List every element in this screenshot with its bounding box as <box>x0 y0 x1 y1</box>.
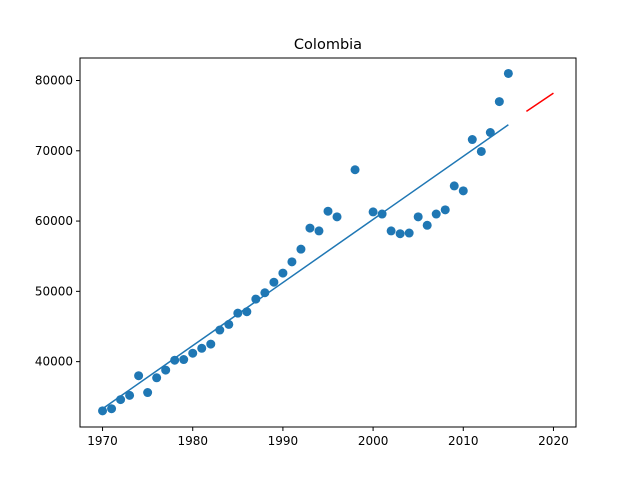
data-point <box>143 388 153 398</box>
y-tick-label: 60000 <box>35 214 73 228</box>
data-point <box>467 135 477 145</box>
data-point <box>251 294 261 304</box>
data-point <box>242 307 252 317</box>
x-tick-label: 1990 <box>268 434 299 448</box>
data-point <box>503 68 513 78</box>
data-point <box>152 373 162 383</box>
data-point <box>260 288 270 298</box>
x-axis: 1970 1980 1990 2000 2010 2020 <box>87 427 569 448</box>
x-tick-label: 1970 <box>87 434 118 448</box>
data-point <box>215 325 225 335</box>
y-tick-label: 70000 <box>35 144 73 158</box>
data-point <box>278 268 288 278</box>
y-tick-label: 80000 <box>35 73 73 87</box>
data-point <box>296 244 306 254</box>
data-point <box>431 209 441 219</box>
data-point <box>386 226 396 236</box>
data-point <box>476 146 486 156</box>
data-point <box>197 343 207 353</box>
data-point <box>134 371 144 381</box>
forecast-line <box>525 92 554 113</box>
y-tick-label: 40000 <box>35 355 73 369</box>
x-tick-label: 2010 <box>448 434 479 448</box>
data-point <box>107 404 117 414</box>
forecast-line-layer <box>525 92 554 113</box>
data-point <box>332 212 342 222</box>
data-point <box>323 206 333 216</box>
data-point <box>206 339 216 349</box>
data-point <box>368 207 378 217</box>
data-point <box>494 97 504 107</box>
data-point <box>233 308 243 318</box>
data-point <box>116 395 126 405</box>
data-point <box>305 223 315 233</box>
data-point <box>395 229 405 239</box>
data-point <box>224 319 234 329</box>
data-point <box>404 228 414 238</box>
plot-area-frame <box>79 57 577 428</box>
data-point <box>269 277 279 287</box>
data-point <box>350 165 360 175</box>
chart-title: Colombia <box>294 37 362 53</box>
y-tick-label: 50000 <box>35 284 73 298</box>
data-point <box>485 128 495 138</box>
data-point <box>422 220 432 230</box>
fit-line <box>102 124 509 410</box>
x-tick-label: 2020 <box>538 434 569 448</box>
data-point <box>188 348 198 358</box>
data-point <box>125 390 135 400</box>
data-point <box>98 406 108 416</box>
fit-line-layer <box>102 124 509 410</box>
data-points-layer <box>98 68 513 416</box>
data-point <box>440 205 450 215</box>
y-axis: 40000 50000 60000 70000 80000 <box>35 73 80 369</box>
data-point <box>413 212 423 222</box>
x-tick-label: 2000 <box>358 434 389 448</box>
data-point <box>287 257 297 267</box>
data-point <box>161 365 171 375</box>
data-point <box>179 355 189 365</box>
data-point <box>170 355 180 365</box>
data-point <box>458 186 468 196</box>
data-point <box>449 181 459 191</box>
data-point <box>377 209 387 219</box>
x-tick-label: 1980 <box>177 434 208 448</box>
data-point <box>314 226 324 236</box>
